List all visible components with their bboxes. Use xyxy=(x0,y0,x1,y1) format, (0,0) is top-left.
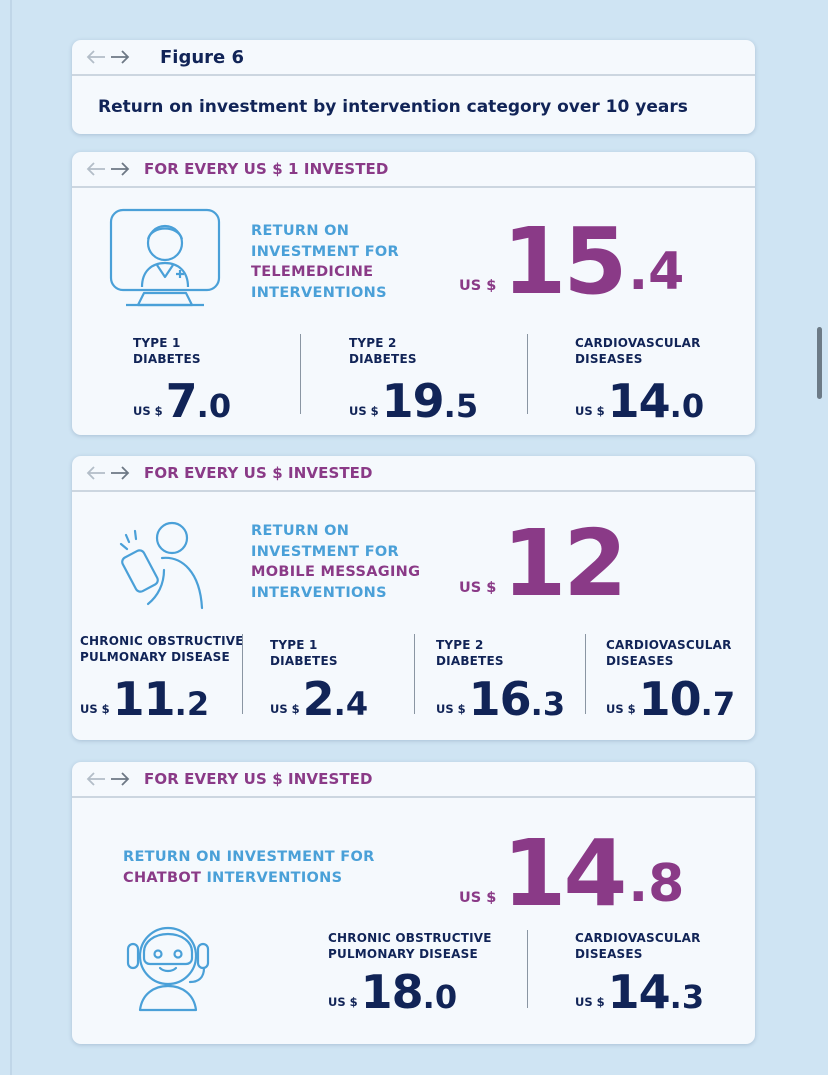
investment-header: FOR EVERY US $ 1 INVESTED xyxy=(144,160,389,178)
card-header: Figure 6 xyxy=(72,40,755,76)
divider xyxy=(527,930,528,1008)
breakdown-cardiovascular: CARDIOVASCULAR DISEASES US $14.0 xyxy=(575,336,705,428)
main-return-value: US $ 12 xyxy=(459,510,627,617)
divider xyxy=(414,634,415,714)
breakdown-copd: CHRONIC OBSTRUCTIVE PULMONARY DISEASE US … xyxy=(80,634,244,726)
arrow-right-icon[interactable] xyxy=(110,162,130,176)
nav-arrows xyxy=(86,772,144,786)
telemedicine-doctor-icon xyxy=(109,208,221,307)
chatbot-card: FOR EVERY US $ INVESTED RETURN ON INVEST… xyxy=(72,762,755,1044)
main-return-value: US $ 15 .4 xyxy=(459,208,685,315)
return-label: RETURN ON INVESTMENT FOR TELEMEDICINE IN… xyxy=(251,223,399,301)
breakdown-copd: CHRONIC OBSTRUCTIVE PULMONARY DISEASE US … xyxy=(328,931,492,1019)
breakdown-type1-diabetes: TYPE 1 DIABETES US $2.4 xyxy=(270,638,369,726)
card-header: FOR EVERY US $ INVESTED xyxy=(72,456,755,492)
figure-label: Figure 6 xyxy=(160,46,245,68)
breakdown-type2-diabetes: TYPE 2 DIABETES US $16.3 xyxy=(436,638,566,726)
breakdown-type2-diabetes: TYPE 2 DIABETES US $19.5 xyxy=(349,336,479,428)
divider xyxy=(300,334,301,414)
investment-header: FOR EVERY US $ INVESTED xyxy=(144,770,373,788)
return-label: RETURN ON INVESTMENT FOR CHATBOT INTERVE… xyxy=(123,849,375,886)
arrow-left-icon[interactable] xyxy=(86,466,106,480)
arrow-left-icon[interactable] xyxy=(86,162,106,176)
mobile-phone-user-icon xyxy=(119,521,204,610)
divider xyxy=(242,634,243,714)
figure-title: Return on investment by intervention cat… xyxy=(98,97,688,117)
mobile-messaging-card: FOR EVERY US $ INVESTED RETURN ON INVEST… xyxy=(72,456,755,740)
divider xyxy=(527,334,528,414)
figure-title-card: Figure 6 Return on investment by interve… xyxy=(72,40,755,134)
chatbot-robot-icon xyxy=(126,926,210,1012)
nav-arrows xyxy=(86,162,144,176)
breakdown-cardiovascular: CARDIOVASCULAR DISEASES US $14.3 xyxy=(575,931,705,1019)
arrow-right-icon[interactable] xyxy=(110,466,130,480)
page-edge-line xyxy=(10,0,12,1075)
breakdown-type1-diabetes: TYPE 1 DIABETES US $7.0 xyxy=(133,336,232,428)
arrow-right-icon[interactable] xyxy=(110,772,130,786)
telemedicine-card: FOR EVERY US $ 1 INVESTED RETURN ON INVE… xyxy=(72,152,755,435)
divider xyxy=(585,634,586,714)
card-header: FOR EVERY US $ INVESTED xyxy=(72,762,755,798)
arrow-right-icon[interactable] xyxy=(110,50,130,64)
investment-header: FOR EVERY US $ INVESTED xyxy=(144,464,373,482)
main-return-value: US $ 14 .8 xyxy=(459,820,685,927)
arrow-left-icon[interactable] xyxy=(86,50,106,64)
nav-arrows xyxy=(86,466,144,480)
card-header: FOR EVERY US $ 1 INVESTED xyxy=(72,152,755,188)
scrollbar-thumb[interactable] xyxy=(817,327,822,399)
nav-arrows xyxy=(86,50,144,64)
arrow-left-icon[interactable] xyxy=(86,772,106,786)
return-label: RETURN ON INVESTMENT FOR MOBILE MESSAGIN… xyxy=(251,523,421,601)
breakdown-cardiovascular: CARDIOVASCULAR DISEASES US $10.7 xyxy=(606,638,736,726)
